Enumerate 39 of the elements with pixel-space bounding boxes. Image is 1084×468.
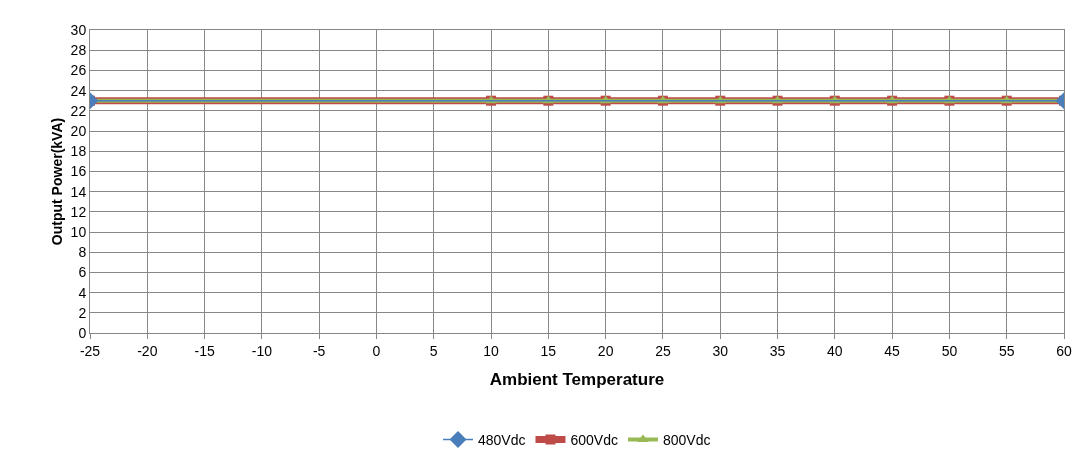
x-tick-label: 5 bbox=[429, 342, 438, 359]
x-tick-label: 15 bbox=[540, 342, 557, 359]
x-tick-label: -25 bbox=[79, 342, 101, 359]
y-tick-label: 0 bbox=[78, 324, 87, 341]
y-tick-label: 26 bbox=[70, 62, 87, 79]
legend-label: 480Vdc bbox=[478, 431, 526, 448]
y-axis-title: Output Power(kVA) bbox=[49, 117, 66, 246]
y-tick-label: 10 bbox=[70, 223, 87, 240]
y-tick-label: 30 bbox=[70, 21, 87, 38]
y-tick-label: 2 bbox=[78, 304, 87, 321]
x-tick-label: 45 bbox=[884, 342, 901, 359]
y-tick-label: 22 bbox=[70, 102, 87, 119]
x-tick-label: 0 bbox=[372, 342, 381, 359]
y-tick-label: 14 bbox=[70, 183, 87, 200]
y-tick-label: 4 bbox=[78, 284, 87, 301]
x-tick-label: -15 bbox=[194, 342, 215, 359]
y-tick-label: 20 bbox=[70, 122, 87, 139]
y-tick-label: 12 bbox=[70, 203, 87, 220]
x-tick-label: 50 bbox=[941, 342, 958, 359]
legend-label: 600Vdc bbox=[570, 431, 618, 448]
y-tick-label: 28 bbox=[70, 42, 87, 59]
y-tick-label: 24 bbox=[70, 82, 87, 99]
x-tick-label: 55 bbox=[998, 342, 1015, 359]
y-tick-label: 18 bbox=[70, 143, 87, 160]
x-tick-label: 60 bbox=[1056, 342, 1072, 359]
x-axis-title: Ambient Temperature bbox=[489, 370, 665, 390]
x-tick-label: 40 bbox=[827, 342, 843, 359]
x-tick-label: -5 bbox=[312, 342, 326, 359]
x-tick-label: 30 bbox=[712, 342, 729, 359]
x-tick-label: -20 bbox=[137, 342, 158, 359]
x-tick-label: 20 bbox=[597, 342, 614, 359]
legend-label: 800Vdc bbox=[662, 431, 711, 448]
y-tick-label: 16 bbox=[70, 163, 87, 180]
x-tick-label: -10 bbox=[251, 342, 273, 359]
x-tick-label: 35 bbox=[769, 342, 786, 359]
x-tick-label: 25 bbox=[655, 342, 671, 359]
x-tick-label: 10 bbox=[483, 342, 500, 359]
y-tick-label: 8 bbox=[78, 244, 87, 261]
y-tick-label: 6 bbox=[78, 264, 87, 281]
